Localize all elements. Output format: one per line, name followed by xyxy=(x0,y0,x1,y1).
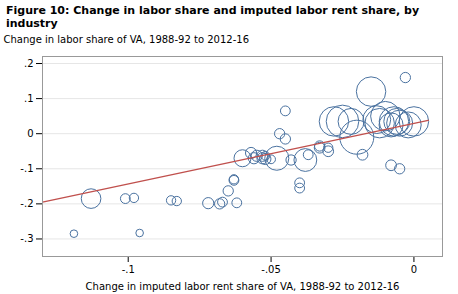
svg-text:-.2: -.2 xyxy=(20,198,33,209)
svg-text:-.1: -.1 xyxy=(122,264,135,275)
svg-text:0: 0 xyxy=(411,264,417,275)
svg-text:0: 0 xyxy=(27,128,33,139)
svg-text:-.05: -.05 xyxy=(261,264,281,275)
svg-text:.1: .1 xyxy=(24,93,34,104)
svg-text:Change in labor share of VA, 1: Change in labor share of VA, 1988-92 to … xyxy=(4,34,250,45)
svg-text:-.1: -.1 xyxy=(20,163,33,174)
svg-text:-.3: -.3 xyxy=(20,233,33,244)
svg-text:.2: .2 xyxy=(24,58,34,69)
html-text:Figure 10: Change in labor sha: Figure 10: Change in labor share and imp… xyxy=(6,4,420,30)
svg-text:Change in imputed labor rent s: Change in imputed labor rent share of VA… xyxy=(86,281,400,292)
